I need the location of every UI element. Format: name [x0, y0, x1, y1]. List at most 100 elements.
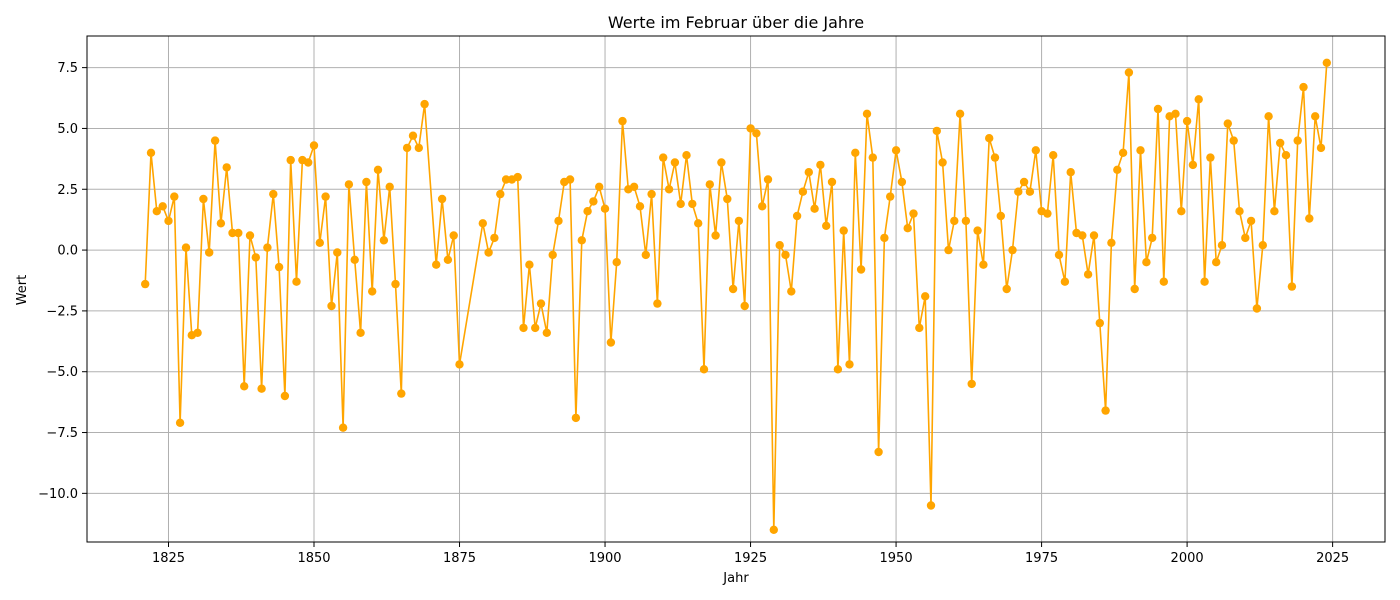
data-point	[717, 158, 726, 167]
data-point	[1299, 82, 1308, 92]
x-tick-label: 2025	[1316, 551, 1349, 566]
data-point	[437, 194, 447, 204]
data-point	[845, 360, 854, 369]
data-point	[909, 209, 918, 218]
data-point	[792, 211, 802, 221]
data-point	[926, 501, 936, 510]
data-point	[199, 194, 208, 204]
data-point	[280, 391, 290, 401]
data-point	[1171, 109, 1180, 119]
data-point	[1002, 284, 1011, 294]
x-axis-title: Jahr	[722, 571, 749, 586]
data-point	[1148, 233, 1157, 243]
data-point	[338, 423, 348, 432]
data-point	[385, 182, 394, 191]
data-point	[856, 265, 866, 274]
data-point	[577, 236, 586, 245]
x-tick-label: 1975	[1025, 551, 1058, 566]
data-point	[286, 155, 295, 165]
data-point	[1270, 207, 1279, 216]
data-point	[862, 109, 872, 119]
data-point	[723, 194, 732, 204]
data-point	[699, 365, 709, 374]
data-point	[228, 228, 237, 238]
data-point	[1095, 318, 1105, 328]
data-point	[740, 301, 749, 311]
data-point	[944, 245, 953, 255]
data-point	[554, 216, 563, 226]
data-point	[402, 143, 412, 153]
y-tick-label: 2.5	[57, 183, 78, 198]
data-point	[938, 158, 947, 167]
data-point	[769, 525, 778, 534]
data-point	[1043, 209, 1052, 218]
data-point	[612, 258, 621, 267]
data-point	[1252, 304, 1262, 313]
data-point	[1019, 177, 1029, 187]
data-point	[752, 129, 761, 138]
data-point	[1241, 233, 1250, 243]
data-point	[327, 301, 336, 311]
data-point	[618, 116, 627, 126]
data-point	[955, 109, 965, 119]
y-tick-label: 7.5	[57, 61, 78, 76]
data-point	[880, 233, 889, 243]
data-point	[694, 219, 703, 228]
data-point	[240, 382, 249, 391]
y-tick-label: 5.0	[57, 122, 78, 137]
data-point	[1107, 238, 1116, 247]
data-point	[967, 379, 976, 389]
x-tick-label: 1875	[443, 551, 476, 566]
data-point	[1008, 245, 1017, 255]
data-point	[676, 199, 685, 209]
data-point	[1060, 277, 1070, 286]
data-point	[397, 389, 406, 398]
data-point	[781, 250, 790, 260]
data-point	[734, 216, 744, 226]
data-point	[1264, 112, 1273, 121]
ticks: 1825 1850 1875 1900 1925 1950 1975 2000 2025 −10.…	[38, 61, 1349, 566]
data-point	[356, 328, 365, 337]
data-point	[1031, 146, 1041, 155]
data-point	[216, 219, 226, 228]
data-point	[245, 231, 255, 240]
data-point	[368, 287, 377, 296]
y-tick-label: −2.5	[46, 304, 78, 319]
data-point	[891, 146, 901, 155]
data-point	[688, 199, 697, 209]
data-point	[990, 153, 1000, 162]
data-point	[525, 260, 534, 269]
data-point	[932, 126, 941, 136]
data-point	[373, 165, 383, 174]
data-point	[170, 192, 179, 201]
data-point	[1113, 165, 1122, 174]
data-point	[1217, 241, 1227, 250]
data-point	[304, 158, 313, 167]
x-tick-label: 2000	[1171, 551, 1204, 566]
data-point	[851, 148, 860, 157]
data-point	[682, 151, 691, 160]
data-point	[175, 418, 185, 427]
data-point	[257, 384, 266, 393]
data-point	[321, 192, 330, 201]
data-point	[496, 189, 505, 199]
y-axis-title: Wert	[15, 275, 30, 306]
data-point	[1124, 68, 1134, 77]
data-point	[478, 219, 487, 228]
data-point	[1014, 187, 1023, 196]
data-point	[1276, 138, 1285, 148]
data-point	[565, 175, 575, 184]
data-point	[333, 248, 342, 257]
data-point	[670, 158, 680, 167]
data-point	[1049, 151, 1058, 160]
data-point	[839, 226, 848, 235]
data-point	[659, 153, 668, 162]
data-point	[205, 248, 214, 257]
data-point	[309, 141, 319, 150]
data-point	[519, 323, 528, 333]
data-point	[1305, 214, 1314, 223]
data-point	[1130, 284, 1139, 294]
series	[141, 58, 1332, 534]
data-point	[985, 134, 994, 143]
data-point	[146, 148, 156, 157]
